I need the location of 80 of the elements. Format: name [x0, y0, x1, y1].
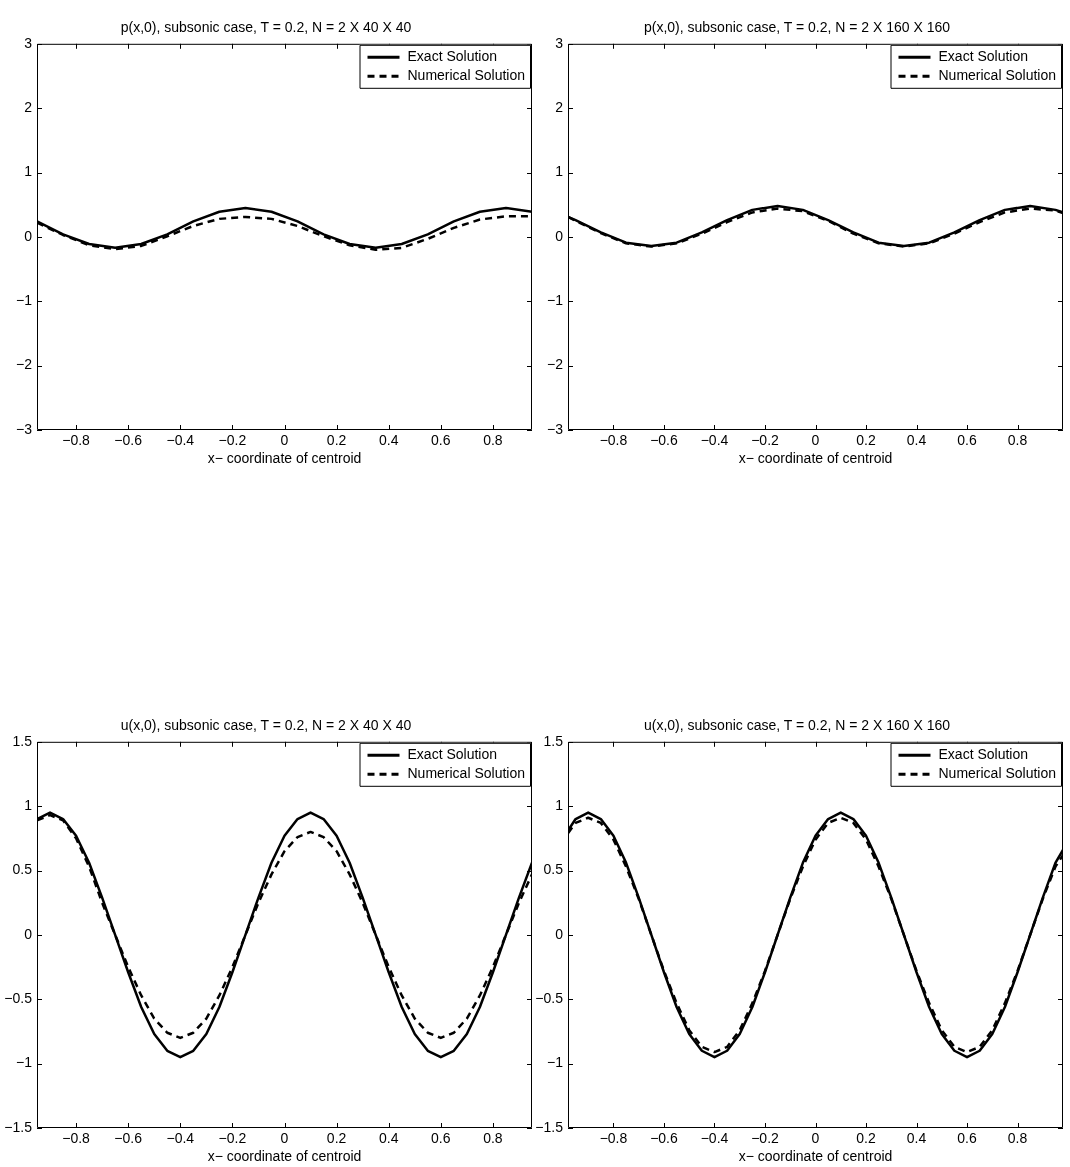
y-tick-label: 1	[24, 797, 33, 814]
legend-label: Numerical Solution	[407, 67, 525, 84]
y-tick-label: 0	[24, 227, 33, 244]
legend-label: Exact Solution	[938, 48, 1028, 65]
y-tick-label: 1.5	[543, 732, 564, 749]
y-tick-label: −3	[16, 420, 33, 437]
x-tick-label: 0.4	[906, 1130, 927, 1147]
y-tick-label: −2	[16, 356, 33, 373]
x-tick-label: 0.4	[906, 432, 927, 449]
x-tick-label: −0.8	[62, 432, 91, 449]
x-tick-label: −0.4	[700, 432, 729, 449]
x-axis-title: x− coordinate of centroid	[207, 1148, 362, 1165]
x-tick-label: 0.4	[378, 1130, 399, 1147]
x-tick-label: 0.2	[856, 1130, 876, 1147]
x-tick-label: 0	[811, 432, 820, 449]
x-tick-label: −0.8	[599, 432, 628, 449]
x-tick-label: −0.2	[218, 1130, 247, 1147]
chart-title: p(x,0), subsonic case, T = 0.2, N = 2 X 160 X 160	[643, 19, 951, 36]
y-tick-label: −0.5	[4, 990, 33, 1007]
x-tick-label: 0	[280, 432, 289, 449]
y-tick-label: −0.5	[535, 990, 564, 1007]
x-tick-label: 0.6	[431, 432, 451, 449]
legend-label: Exact Solution	[938, 746, 1028, 763]
x-tick-label: −0.2	[218, 432, 247, 449]
x-tick-label: −0.8	[599, 1130, 628, 1147]
y-tick-label: 0.5	[543, 861, 564, 878]
x-tick-label: 0.6	[957, 1130, 977, 1147]
x-tick-label: 0.8	[1007, 1130, 1028, 1147]
x-tick-label: 0.8	[483, 1130, 503, 1147]
chart-title: p(x,0), subsonic case, T = 0.2, N = 2 X 40 X 40	[120, 19, 412, 36]
y-tick-label: 1.5	[12, 732, 33, 749]
y-tick-label: 1	[24, 163, 33, 180]
y-tick-label: −2	[547, 356, 564, 373]
y-tick-label: 0	[24, 925, 33, 942]
y-tick-label: −1	[16, 1054, 33, 1071]
legend-label: Numerical Solution	[938, 765, 1056, 782]
y-tick-label: −1	[547, 1054, 564, 1071]
x-tick-label: −0.6	[650, 432, 678, 449]
y-tick-label: 1	[555, 163, 564, 180]
y-tick-label: −1.5	[535, 1118, 564, 1135]
legend-label: Exact Solution	[407, 746, 497, 763]
y-tick-label: 3	[24, 34, 33, 51]
x-tick-label: −0.6	[114, 1130, 143, 1147]
y-tick-label: 2	[24, 99, 33, 116]
chart-title: u(x,0), subsonic case, T = 0.2, N = 2 X 160 X 160	[643, 717, 951, 734]
x-axis-title: x− coordinate of centroid	[207, 450, 362, 467]
x-tick-label: 0.6	[957, 432, 977, 449]
x-axis-title: x− coordinate of centroid	[738, 1148, 893, 1165]
x-tick-label: 0.4	[378, 432, 399, 449]
x-tick-label: 0.6	[431, 1130, 451, 1147]
y-tick-label: 2	[555, 99, 564, 116]
x-tick-label: −0.4	[700, 1130, 729, 1147]
x-tick-label: 0.2	[326, 1130, 347, 1147]
x-tick-label: −0.2	[751, 432, 780, 449]
x-tick-label: 0	[280, 1130, 289, 1147]
y-tick-label: −3	[547, 420, 564, 437]
y-tick-label: 3	[555, 34, 564, 51]
legend-label: Numerical Solution	[938, 67, 1056, 84]
legend-label: Exact Solution	[407, 48, 497, 65]
y-tick-label: 0.5	[12, 861, 33, 878]
x-tick-label: 0.8	[483, 432, 503, 449]
y-tick-label: 1	[555, 797, 564, 814]
x-tick-label: −0.6	[650, 1130, 678, 1147]
x-tick-label: −0.8	[62, 1130, 91, 1147]
y-tick-label: −1	[547, 292, 564, 309]
y-tick-label: −1	[16, 292, 33, 309]
x-tick-label: 0.2	[856, 432, 876, 449]
x-tick-label: 0	[811, 1130, 820, 1147]
y-tick-label: 0	[555, 227, 564, 244]
x-tick-label: −0.6	[114, 432, 143, 449]
x-tick-label: 0.2	[326, 432, 347, 449]
x-tick-label: −0.4	[166, 432, 195, 449]
chart-title: u(x,0), subsonic case, T = 0.2, N = 2 X 40 X 40	[120, 717, 412, 734]
y-tick-label: −1.5	[4, 1118, 33, 1135]
x-tick-label: −0.2	[751, 1130, 780, 1147]
x-tick-label: 0.8	[1007, 432, 1028, 449]
y-tick-label: 0	[555, 925, 564, 942]
legend-label: Numerical Solution	[407, 765, 525, 782]
x-axis-title: x− coordinate of centroid	[738, 450, 893, 467]
x-tick-label: −0.4	[166, 1130, 195, 1147]
